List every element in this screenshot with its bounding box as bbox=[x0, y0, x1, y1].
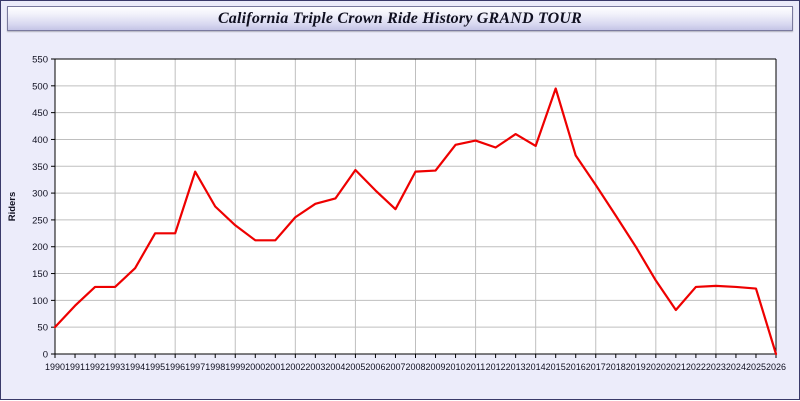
y-tick-label: 550 bbox=[32, 55, 48, 66]
y-axis-title: Riders bbox=[7, 192, 18, 222]
y-tick-label: 500 bbox=[32, 81, 48, 92]
y-tick-label: 0 bbox=[43, 350, 48, 361]
window-title-bar: California Triple Crown Ride History GRA… bbox=[7, 6, 793, 31]
x-axis-ticks bbox=[54, 354, 777, 358]
x-tick-label: 2016 bbox=[566, 362, 586, 372]
x-tick-label: 1993 bbox=[105, 362, 125, 372]
x-tick-label: 1994 bbox=[125, 362, 145, 372]
y-tick-label: 100 bbox=[32, 296, 48, 307]
y-tick-label: 200 bbox=[32, 242, 48, 253]
x-tick-label: 1999 bbox=[225, 362, 245, 372]
x-tick-label: 2010 bbox=[446, 362, 466, 372]
x-tick-label: 2026 bbox=[766, 362, 786, 372]
y-tick-label: 450 bbox=[32, 108, 48, 119]
x-tick-label: 2017 bbox=[586, 362, 606, 372]
y-tick-label: 350 bbox=[32, 162, 48, 173]
x-tick-label: 2007 bbox=[385, 362, 405, 372]
y-tick-label: 250 bbox=[32, 215, 48, 226]
chart-canvas: 0 50 100 150 200 250 300 350 400 450 500 550 1990 19… bbox=[1, 37, 800, 401]
x-tick-label: 2025 bbox=[746, 362, 766, 372]
y-tick-label: 400 bbox=[32, 135, 48, 146]
page-title: California Triple Crown Ride History GRA… bbox=[217, 9, 583, 27]
data-series-riders bbox=[53, 87, 778, 356]
x-tick-label: 1998 bbox=[205, 362, 225, 372]
x-tick-label: 2019 bbox=[626, 362, 646, 372]
y-axis-ticks bbox=[51, 58, 55, 355]
x-tick-label: 2024 bbox=[726, 362, 746, 372]
x-tick-label: 2012 bbox=[486, 362, 506, 372]
x-tick-label: 2014 bbox=[526, 362, 546, 372]
y-tick-label: 50 bbox=[37, 323, 48, 334]
x-tick-label: 2022 bbox=[686, 362, 706, 372]
x-tick-label: 2011 bbox=[466, 362, 485, 372]
x-tick-label: 2004 bbox=[325, 362, 345, 372]
x-tick-label: 1990 bbox=[45, 362, 65, 372]
x-tick-label: 2020 bbox=[646, 362, 666, 372]
axes bbox=[54, 58, 777, 355]
x-tick-label: 2009 bbox=[426, 362, 446, 372]
x-tick-label: 1992 bbox=[85, 362, 105, 372]
x-tick-label: 2000 bbox=[245, 362, 265, 372]
y-tick-label: 300 bbox=[32, 189, 48, 200]
x-tick-label: 1997 bbox=[185, 362, 205, 372]
x-tick-label: 2002 bbox=[285, 362, 305, 372]
x-tick-label: 2005 bbox=[345, 362, 365, 372]
x-axis-tick-labels: 1990 1991 1992 1993 1994 1995 1996 1997 1998 1999… bbox=[45, 362, 786, 372]
x-tick-label: 2023 bbox=[706, 362, 726, 372]
x-tick-label: 2003 bbox=[305, 362, 325, 372]
x-tick-label: 1991 bbox=[65, 362, 85, 372]
x-tick-label: 2021 bbox=[666, 362, 686, 372]
x-tick-label: 2006 bbox=[365, 362, 385, 372]
x-tick-label: 2013 bbox=[506, 362, 526, 372]
x-tick-label: 1995 bbox=[145, 362, 165, 372]
x-tick-label: 2018 bbox=[606, 362, 626, 372]
y-tick-label: 150 bbox=[32, 269, 48, 280]
x-tick-label: 2001 bbox=[265, 362, 285, 372]
x-tick-label: 2008 bbox=[405, 362, 425, 372]
x-tick-label: 1996 bbox=[165, 362, 185, 372]
y-axis-tick-labels: 0 50 100 150 200 250 300 350 400 450 500 550 bbox=[32, 55, 48, 361]
x-tick-label: 2015 bbox=[546, 362, 566, 372]
